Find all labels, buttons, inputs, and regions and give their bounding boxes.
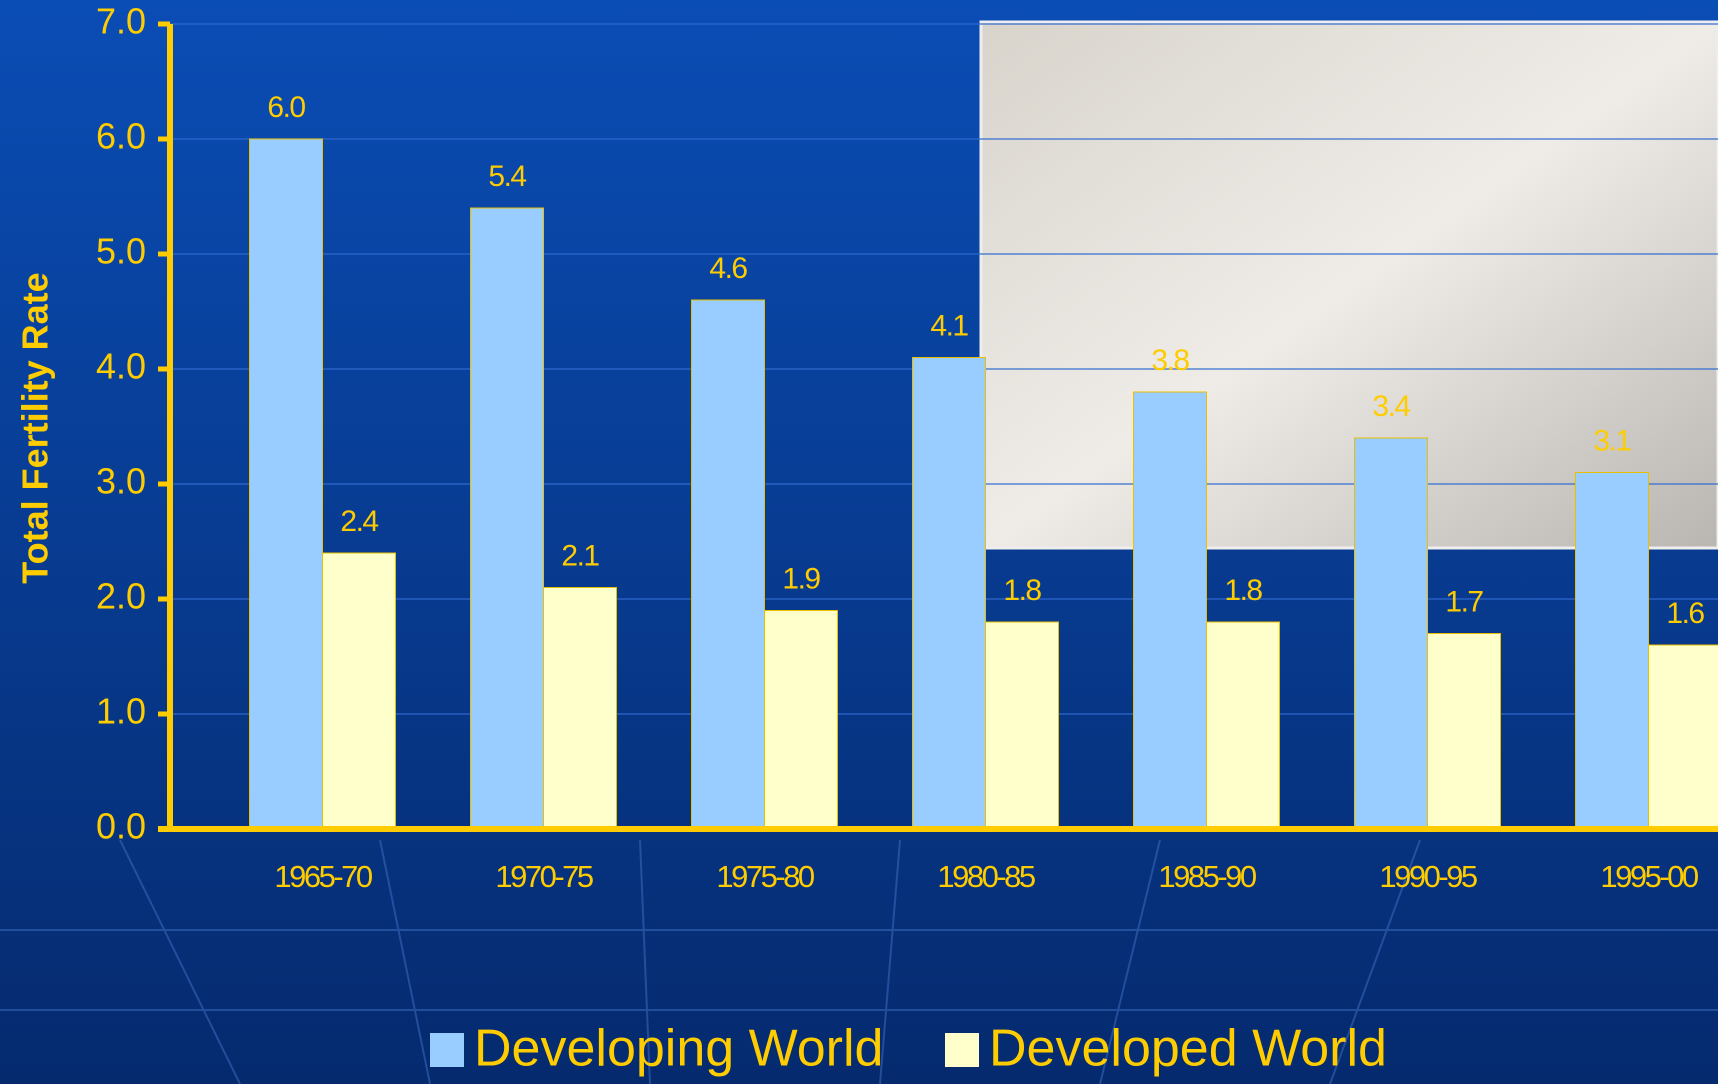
y-tick-label: 7.0 <box>96 1 146 42</box>
x-tick-label: 1975-80 <box>716 859 815 894</box>
legend-swatch <box>430 1033 464 1067</box>
x-tick-label: 1990-95 <box>1379 859 1477 894</box>
legend-label: Developed World <box>989 1020 1387 1078</box>
y-tick-label: 5.0 <box>96 231 146 272</box>
value-label: 6.0 <box>267 91 305 124</box>
y-axis-title: Total Fertility Rate <box>15 272 56 583</box>
y-tick-label: 4.0 <box>96 346 146 387</box>
bar <box>912 357 986 830</box>
value-label: 1.9 <box>782 562 820 595</box>
value-label: 4.6 <box>709 252 747 285</box>
y-tick-label: 0.0 <box>96 806 146 847</box>
bar <box>691 299 765 830</box>
bar <box>1648 644 1718 830</box>
value-label: 3.4 <box>1372 390 1410 423</box>
y-tick-label: 2.0 <box>96 576 146 617</box>
legend-label: Developing World <box>474 1020 883 1078</box>
globe-lines <box>0 839 1718 1084</box>
value-label: 3.1 <box>1593 424 1631 457</box>
value-label: 2.1 <box>561 539 599 572</box>
x-tick-label: 1970-75 <box>495 859 593 894</box>
value-label: 2.4 <box>340 505 378 538</box>
bar <box>470 207 544 830</box>
bar <box>1133 391 1207 830</box>
y-tick-label: 6.0 <box>96 116 146 157</box>
x-tick-label: 1995-00 <box>1600 859 1699 894</box>
legend-swatch <box>945 1033 979 1067</box>
y-tick-label: 1.0 <box>96 691 146 732</box>
value-label: 1.8 <box>1003 574 1041 607</box>
value-label: 1.8 <box>1224 574 1262 607</box>
bar <box>1206 621 1280 830</box>
x-tick-label: 1985-90 <box>1158 859 1257 894</box>
value-label: 3.8 <box>1151 344 1189 377</box>
bar <box>1427 633 1501 830</box>
bar <box>249 138 323 830</box>
value-label: 4.1 <box>930 309 968 342</box>
value-label: 5.4 <box>488 160 526 193</box>
bar <box>764 610 838 830</box>
value-label: 1.7 <box>1445 585 1483 618</box>
bar <box>322 552 396 830</box>
bar <box>1354 437 1428 830</box>
bar <box>543 587 617 830</box>
y-tick-label: 3.0 <box>96 461 146 502</box>
x-tick-label: 1980-85 <box>937 859 1035 894</box>
photo <box>979 20 1718 550</box>
x-tick-label: 1965-70 <box>274 859 373 894</box>
bar <box>985 621 1059 830</box>
value-label: 1.6 <box>1666 597 1704 630</box>
bar <box>1575 472 1649 830</box>
